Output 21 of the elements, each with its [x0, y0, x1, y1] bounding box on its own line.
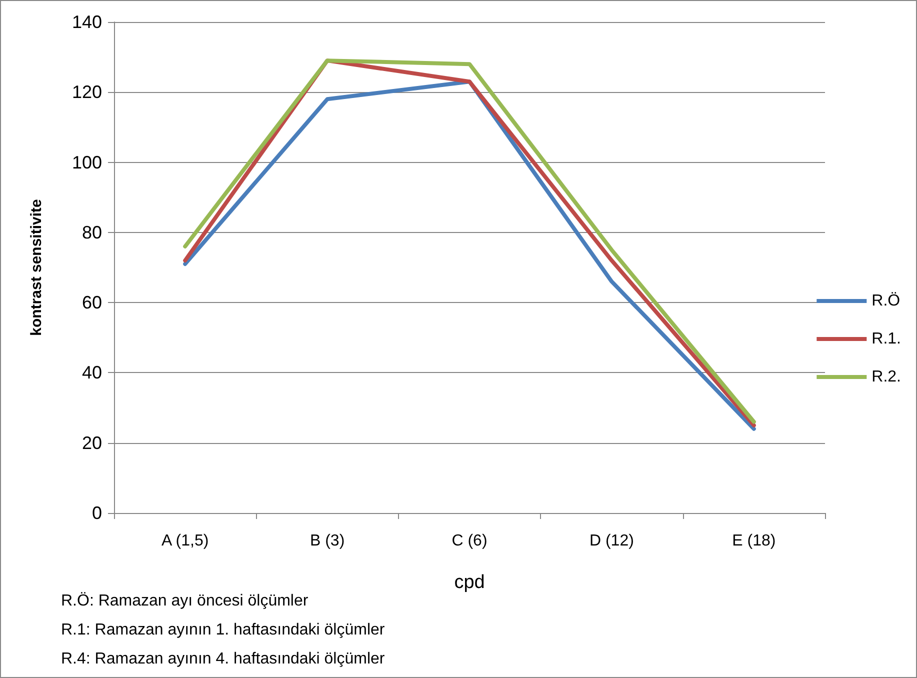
- y-tick-label: 120: [72, 82, 102, 102]
- y-tick-label: 40: [82, 362, 102, 383]
- x-tick-label: D (12): [589, 532, 634, 550]
- x-tick-label: E (18): [732, 532, 776, 550]
- y-tick-label: 60: [82, 292, 102, 313]
- x-tick-label: B (3): [310, 532, 345, 550]
- x-tick-label: A (1,5): [162, 532, 209, 550]
- text: R.1: Ramazan ayının 1. haftasındaki ölçümler: [61, 622, 386, 638]
- y-tick-label: 0: [92, 503, 102, 523]
- text: R.Ö: Ramazan ayı öncesi ölçümler: [61, 592, 309, 610]
- legend-label: R.Ö: [872, 292, 900, 310]
- y-tick-label: 80: [82, 222, 102, 242]
- legend-label: R.1.: [872, 330, 901, 348]
- y-axis-title: kontrast sensitivite: [28, 199, 45, 336]
- y-tick-label: 140: [72, 12, 102, 32]
- text: R.4: Ramazan ayının 4. haftasındaki ölçümler: [61, 650, 386, 668]
- legend-label: R.2.: [872, 368, 901, 386]
- y-tick-label: 20: [82, 432, 102, 453]
- x-axis-title: cpd: [454, 572, 485, 593]
- y-tick-label: 100: [72, 152, 102, 172]
- x-tick-label: C (6): [452, 532, 488, 550]
